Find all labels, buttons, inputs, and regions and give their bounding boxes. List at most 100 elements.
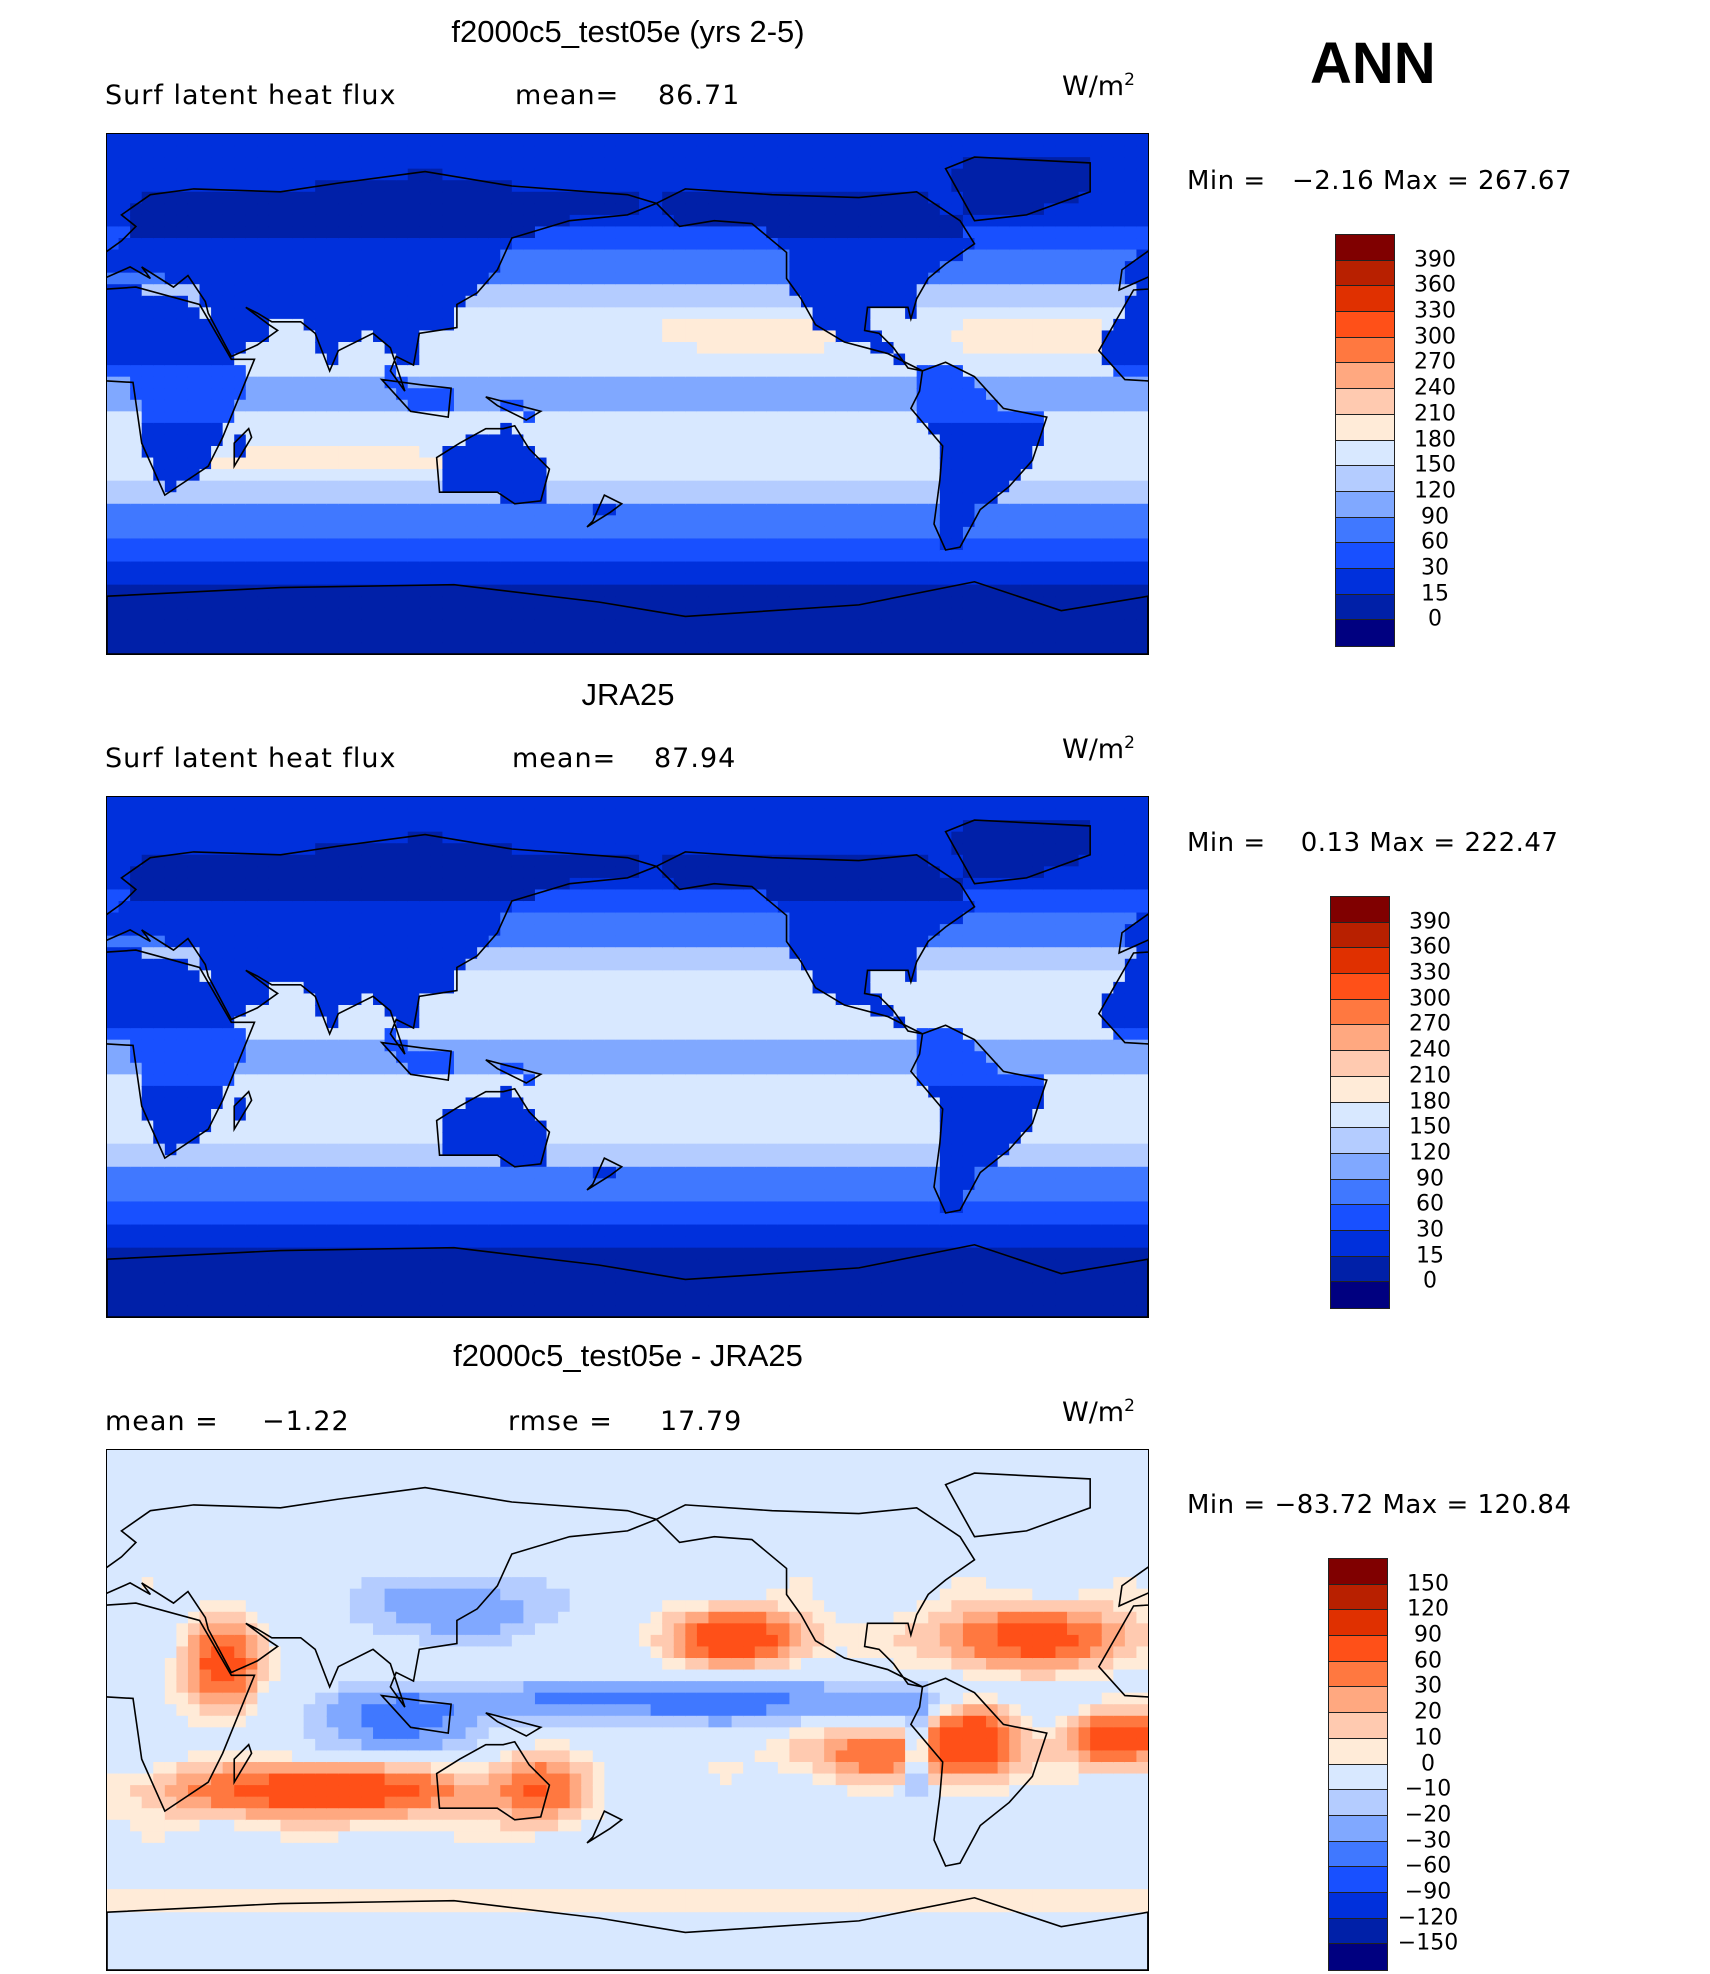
field-cell xyxy=(801,515,814,528)
field-cell xyxy=(454,642,467,654)
field-cell xyxy=(1090,607,1103,621)
field-cell xyxy=(280,854,293,868)
field-cell xyxy=(361,411,374,424)
field-cell xyxy=(384,249,398,262)
field-cell xyxy=(604,619,617,632)
field-cell xyxy=(974,330,987,343)
field-cell xyxy=(349,376,363,390)
field-cell xyxy=(454,538,467,551)
field-cell xyxy=(639,388,652,401)
field-cell xyxy=(720,584,733,598)
field-cell xyxy=(962,446,976,459)
field-cell xyxy=(928,272,941,286)
field-cell xyxy=(187,226,201,239)
field-cell xyxy=(303,1120,317,1133)
field-cell xyxy=(107,295,120,309)
field-cell xyxy=(731,561,745,574)
field-cell xyxy=(997,284,1011,297)
field-cell xyxy=(1009,642,1022,654)
field-cell xyxy=(234,422,247,436)
field-cell xyxy=(257,214,270,228)
field-cell xyxy=(1043,203,1057,216)
field-cell xyxy=(546,330,559,343)
field-cell xyxy=(141,797,155,810)
field-cell xyxy=(222,1109,236,1122)
field-cell xyxy=(1113,203,1126,216)
field-cell xyxy=(176,1143,189,1157)
field-cell xyxy=(592,584,606,598)
field-cell xyxy=(939,249,953,262)
field-cell xyxy=(627,249,640,262)
field-cell xyxy=(303,924,317,937)
field-cell xyxy=(627,607,640,621)
field-cell xyxy=(916,318,930,332)
field-cell xyxy=(777,492,791,505)
field-cell xyxy=(211,342,224,355)
field-cell xyxy=(581,480,594,494)
field-cell xyxy=(685,180,698,193)
field-cell xyxy=(280,226,293,239)
field-cell xyxy=(280,388,293,401)
field-cell xyxy=(928,180,941,193)
field-cell xyxy=(164,935,178,949)
field-cell xyxy=(812,642,826,654)
field-cell xyxy=(164,1259,178,1272)
field-cell xyxy=(280,1166,293,1180)
field-cell xyxy=(176,1189,189,1203)
field-cell xyxy=(720,434,733,447)
field-cell xyxy=(731,515,745,528)
field-cell xyxy=(974,388,987,401)
field-cell xyxy=(211,1305,224,1317)
field-cell xyxy=(292,619,305,632)
field-cell xyxy=(905,550,918,563)
field-cell xyxy=(974,307,987,320)
field-cell xyxy=(141,1062,155,1076)
field-cell xyxy=(245,843,259,856)
field-cell xyxy=(176,214,189,228)
field-cell xyxy=(500,203,513,216)
field-cell xyxy=(743,480,756,494)
field-cell xyxy=(1009,365,1022,378)
field-cell xyxy=(280,1039,293,1053)
field-cell xyxy=(1113,515,1126,528)
field-cell xyxy=(361,399,374,413)
field-cell xyxy=(222,831,236,845)
field-cell xyxy=(997,376,1011,390)
field-cell xyxy=(396,457,409,470)
field-cell xyxy=(789,538,802,551)
field-cell xyxy=(847,180,860,193)
field-cell xyxy=(315,1143,328,1157)
field-cell xyxy=(523,191,536,205)
field-cell xyxy=(199,353,212,366)
field-cell xyxy=(268,596,282,609)
field-cell xyxy=(696,550,710,563)
field-cell xyxy=(442,330,455,343)
field-cell xyxy=(743,573,756,586)
field-cell xyxy=(673,284,687,297)
field-cell xyxy=(639,550,652,563)
field-cell xyxy=(234,1085,247,1099)
field-cell xyxy=(130,330,143,343)
field-cell xyxy=(130,515,143,528)
field-cell xyxy=(257,1213,270,1226)
field-cell xyxy=(847,295,860,309)
field-cell xyxy=(130,912,143,925)
field-cell xyxy=(1113,295,1126,309)
field-cell xyxy=(1009,261,1022,274)
field-cell xyxy=(1136,492,1148,505)
field-cell xyxy=(835,238,849,251)
field-cell xyxy=(454,469,467,482)
field-cell xyxy=(107,596,120,609)
field-cell xyxy=(754,145,768,158)
field-cell xyxy=(615,480,629,494)
field-cell xyxy=(789,157,802,170)
field-cell xyxy=(361,318,374,332)
field-cell xyxy=(766,573,779,586)
field-cell xyxy=(268,901,282,914)
field-cell xyxy=(107,411,120,424)
field-cell xyxy=(477,191,490,205)
field-cell xyxy=(835,469,849,482)
field-cell xyxy=(881,515,895,528)
field-cell xyxy=(893,168,906,182)
field-cell xyxy=(928,573,941,586)
